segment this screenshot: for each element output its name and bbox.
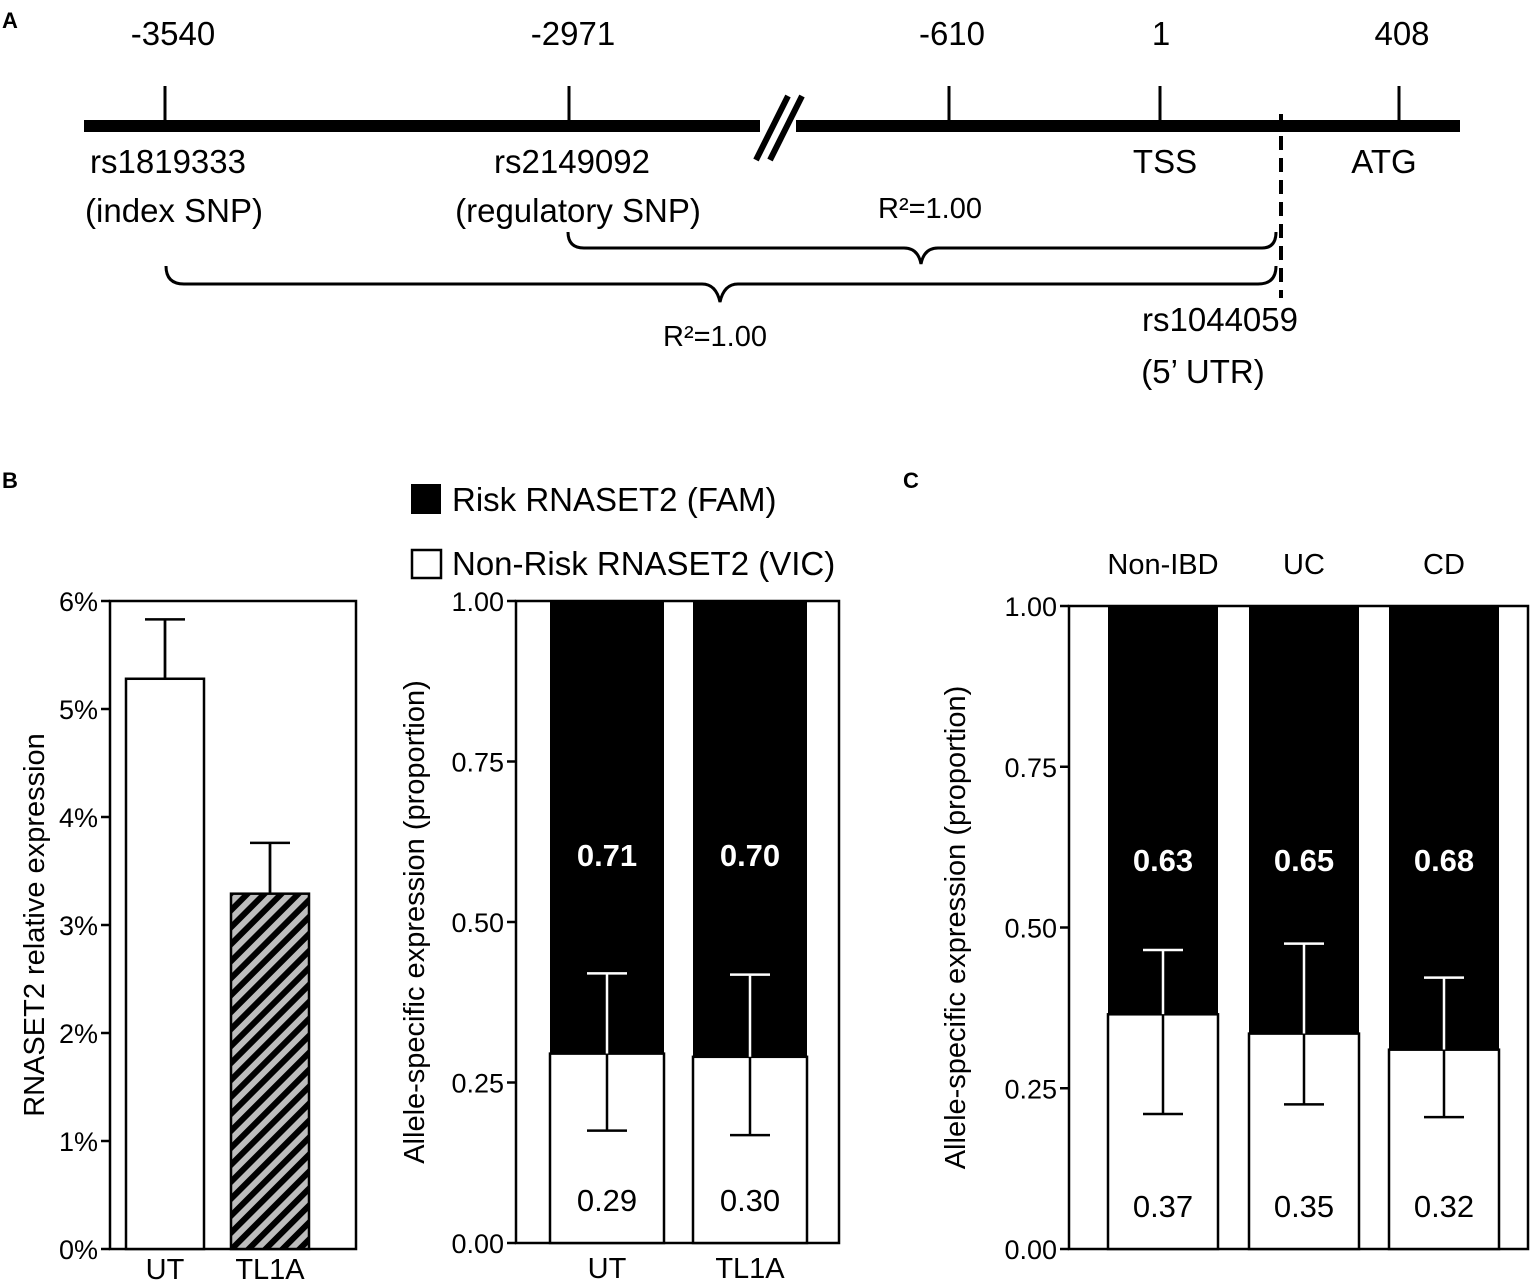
y-tick-label: 0.75 [451, 748, 504, 778]
y-tick-label: 0% [59, 1235, 98, 1265]
regulatory-snp-desc: (regulatory SNP) [455, 192, 701, 229]
x-category-label: UC [1283, 549, 1325, 581]
panel-letter-a: A [2, 8, 18, 33]
x-category-label: Non-IBD [1107, 549, 1218, 581]
y-tick-label: 0.00 [451, 1229, 504, 1259]
x-category-label: UT [146, 1254, 185, 1283]
position-label-5: 408 [1374, 15, 1429, 52]
brace-upper [566, 231, 1278, 265]
legend-swatch-risk [411, 484, 441, 514]
panel-letter-b: B [2, 468, 18, 493]
x-category-label: CD [1423, 549, 1465, 581]
legend-swatch-nonrisk [410, 548, 443, 580]
y-tick-label: 0.00 [1004, 1235, 1057, 1265]
y-tick-label: 4% [59, 803, 98, 833]
y-tick-label: 0.25 [451, 1069, 504, 1099]
index-snp-name: rs1819333 [90, 143, 246, 180]
axis-break-mark-1 [753, 94, 791, 162]
y-axis-title: Allele-specific expression (proportion) [399, 680, 431, 1164]
legend: Risk RNASET2 (FAM) Non-Risk RNASET2 (VIC… [410, 481, 835, 582]
position-label-1: -3540 [131, 15, 215, 52]
x-category-label: TL1A [715, 1253, 785, 1283]
bar-risk-non-ibd [1108, 606, 1218, 1015]
nonrisk-value-label: 0.32 [1414, 1189, 1474, 1224]
y-tick-label: 0.50 [1004, 914, 1057, 944]
y-tick-label: 0.25 [1004, 1074, 1057, 1104]
utr-snp-name: rs1044059 [1142, 301, 1298, 338]
nonrisk-value-label: 0.30 [720, 1183, 780, 1218]
regulatory-snp-name: rs2149092 [494, 143, 650, 180]
nonrisk-value-label: 0.35 [1274, 1189, 1334, 1224]
y-tick-label: 0.75 [1004, 753, 1057, 783]
chart-relative-expression: 0% 1% 2% 3% 4% 5% 6% UT TL1A RNASET2 relative exp… [19, 587, 358, 1283]
risk-value-label: 0.68 [1414, 843, 1474, 878]
atg-label: ATG [1351, 143, 1416, 180]
nonrisk-value-label: 0.29 [577, 1183, 637, 1218]
y-tick-label: 1.00 [451, 587, 504, 617]
risk-value-label: 0.71 [577, 838, 637, 873]
x-category-label: TL1A [235, 1254, 305, 1283]
r2-upper-label: R²=1.00 [878, 193, 982, 225]
risk-value-label: 0.63 [1133, 843, 1193, 878]
brace-lower [164, 265, 1278, 303]
chart-allele-specific-b: 0.00 0.25 0.50 0.75 1.00 0.71 0.29 UT 0.70 0.30 TL… [399, 587, 841, 1283]
utr-snp-desc: (5’ UTR) [1141, 353, 1264, 390]
y-tick-label: 2% [59, 1019, 98, 1049]
risk-value-label: 0.70 [720, 838, 780, 873]
bar-risk-cd [1389, 606, 1499, 1050]
position-label-3: -610 [919, 15, 985, 52]
position-label-4: 1 [1152, 15, 1170, 52]
bar-ut [124, 677, 206, 1251]
chart-allele-specific-c: 0.00 0.25 0.50 0.75 1.00 0.63 0.37 Non-IBD 0.65 0… [940, 549, 1530, 1265]
r2-lower-label: R²=1.00 [663, 321, 767, 353]
y-tick-label: 5% [59, 695, 98, 725]
y-tick-label: 6% [59, 587, 98, 617]
y-tick-label: 0.50 [451, 908, 504, 938]
tss-label: TSS [1133, 143, 1197, 180]
nonrisk-value-label: 0.37 [1133, 1189, 1193, 1224]
y-tick-label: 1% [59, 1127, 98, 1157]
y-axis-title: RNASET2 relative expression [19, 733, 51, 1117]
y-tick-label: 1.00 [1004, 592, 1057, 622]
panel-letter-c: C [903, 468, 919, 493]
legend-label-risk: Risk RNASET2 (FAM) [452, 481, 777, 518]
risk-value-label: 0.65 [1274, 843, 1334, 878]
index-snp-desc: (index SNP) [85, 192, 263, 229]
gene-map: -3540 -2971 -610 1 408 rs1819333 (index … [84, 15, 1460, 390]
position-label-2: -2971 [531, 15, 615, 52]
legend-label-nonrisk: Non-Risk RNASET2 (VIC) [452, 545, 835, 582]
y-tick-label: 3% [59, 911, 98, 941]
y-axis-title: Allele-specific expression (proportion) [940, 686, 972, 1170]
bar-tl1a [229, 892, 311, 1251]
x-category-label: UT [588, 1253, 627, 1283]
axis-break-mark-2 [767, 94, 805, 162]
